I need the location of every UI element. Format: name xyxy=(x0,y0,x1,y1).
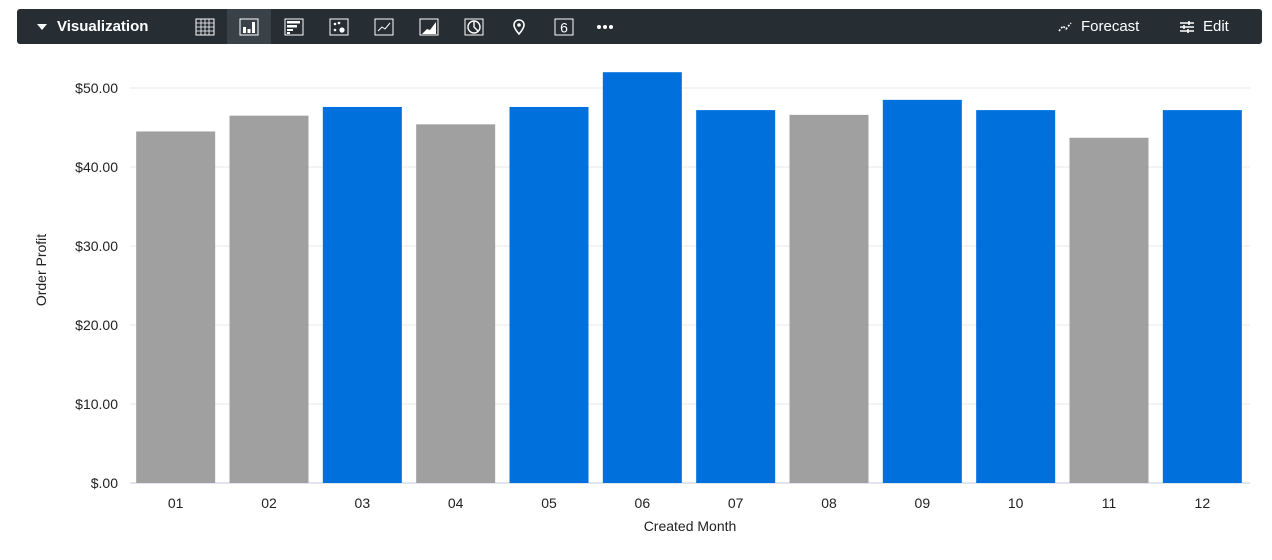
x-tick-label: 02 xyxy=(261,495,277,511)
area-chart-icon xyxy=(419,18,439,35)
line-chart-icon xyxy=(374,18,394,35)
more-icon xyxy=(597,24,613,29)
bar-chart-icon xyxy=(284,18,304,35)
x-tick-label: 01 xyxy=(168,495,184,511)
bar-11[interactable] xyxy=(1069,137,1149,483)
line-chart-button[interactable] xyxy=(362,9,406,44)
visualization-toolbar: Visualization 6 Forecast Edit xyxy=(17,9,1262,44)
bar-chart-button[interactable] xyxy=(272,9,316,44)
x-tick-label: 08 xyxy=(821,495,837,511)
bar-02[interactable] xyxy=(229,115,309,484)
visualization-toggle[interactable]: Visualization xyxy=(37,9,148,44)
bar-12[interactable] xyxy=(1162,110,1242,484)
x-tick-label: 12 xyxy=(1195,495,1211,511)
bar-09[interactable] xyxy=(882,99,962,483)
column-chart-button[interactable] xyxy=(227,9,271,44)
pie-chart-icon xyxy=(464,18,484,35)
x-axis-label: Created Month xyxy=(644,518,737,534)
y-tick-label: $30.00 xyxy=(75,238,118,254)
toolbar-title: Visualization xyxy=(57,18,149,35)
single-value-button[interactable]: 6 xyxy=(542,9,586,44)
x-tick-label: 07 xyxy=(728,495,744,511)
y-tick-label: $10.00 xyxy=(75,396,118,412)
svg-text:6: 6 xyxy=(560,19,568,35)
x-tick-label: 06 xyxy=(635,495,651,511)
bar-10[interactable] xyxy=(976,110,1056,484)
y-tick-label: $50.00 xyxy=(75,80,118,96)
caret-down-icon xyxy=(37,24,47,31)
edit-button[interactable]: Edit xyxy=(1179,9,1229,44)
y-tick-label: $40.00 xyxy=(75,159,118,175)
x-tick-label: 10 xyxy=(1008,495,1024,511)
pie-chart-button[interactable] xyxy=(452,9,496,44)
forecast-label: Forecast xyxy=(1081,18,1140,35)
scatter-button[interactable] xyxy=(317,9,361,44)
sliders-icon xyxy=(1180,20,1194,33)
bar-08[interactable] xyxy=(789,114,869,484)
map-pin-button[interactable] xyxy=(497,9,541,44)
forecast-button[interactable]: Forecast xyxy=(1057,9,1139,44)
bar-06[interactable] xyxy=(602,72,682,483)
map-pin-icon xyxy=(513,18,525,35)
bar-03[interactable] xyxy=(322,106,402,484)
single-value-icon: 6 xyxy=(554,18,574,35)
table-icon xyxy=(195,18,215,35)
bar-01[interactable] xyxy=(136,131,216,483)
bar-07[interactable] xyxy=(696,110,776,484)
bar-05[interactable] xyxy=(509,106,589,484)
scatter-icon xyxy=(329,18,349,35)
x-tick-label: 04 xyxy=(448,495,464,511)
area-chart-button[interactable] xyxy=(407,9,451,44)
x-tick-label: 11 xyxy=(1102,495,1117,511)
x-tick-label: 09 xyxy=(915,495,931,511)
column-chart-icon xyxy=(239,18,259,35)
edit-label: Edit xyxy=(1203,18,1229,35)
y-axis-label: Order Profit xyxy=(33,234,49,306)
y-tick-label: $.00 xyxy=(91,475,118,491)
bar-04[interactable] xyxy=(416,124,496,483)
forecast-icon xyxy=(1058,21,1072,31)
x-tick-label: 03 xyxy=(355,495,371,511)
more-button[interactable] xyxy=(583,9,627,44)
y-tick-label: $20.00 xyxy=(75,317,118,333)
x-tick-label: 05 xyxy=(541,495,557,511)
table-button[interactable] xyxy=(183,9,227,44)
